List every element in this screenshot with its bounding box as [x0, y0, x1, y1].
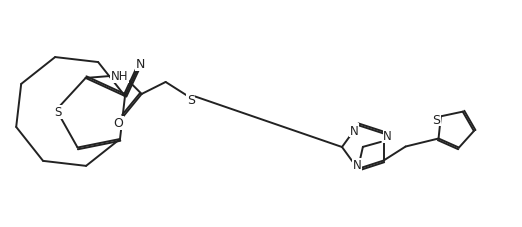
Text: N: N [383, 129, 392, 142]
Text: N: N [352, 159, 361, 172]
Text: S: S [432, 113, 440, 126]
Text: S: S [187, 94, 195, 107]
Text: N: N [136, 58, 145, 71]
Text: S: S [55, 106, 62, 119]
Text: NH: NH [111, 70, 128, 83]
Text: O: O [114, 117, 124, 130]
Text: N: N [350, 124, 358, 137]
